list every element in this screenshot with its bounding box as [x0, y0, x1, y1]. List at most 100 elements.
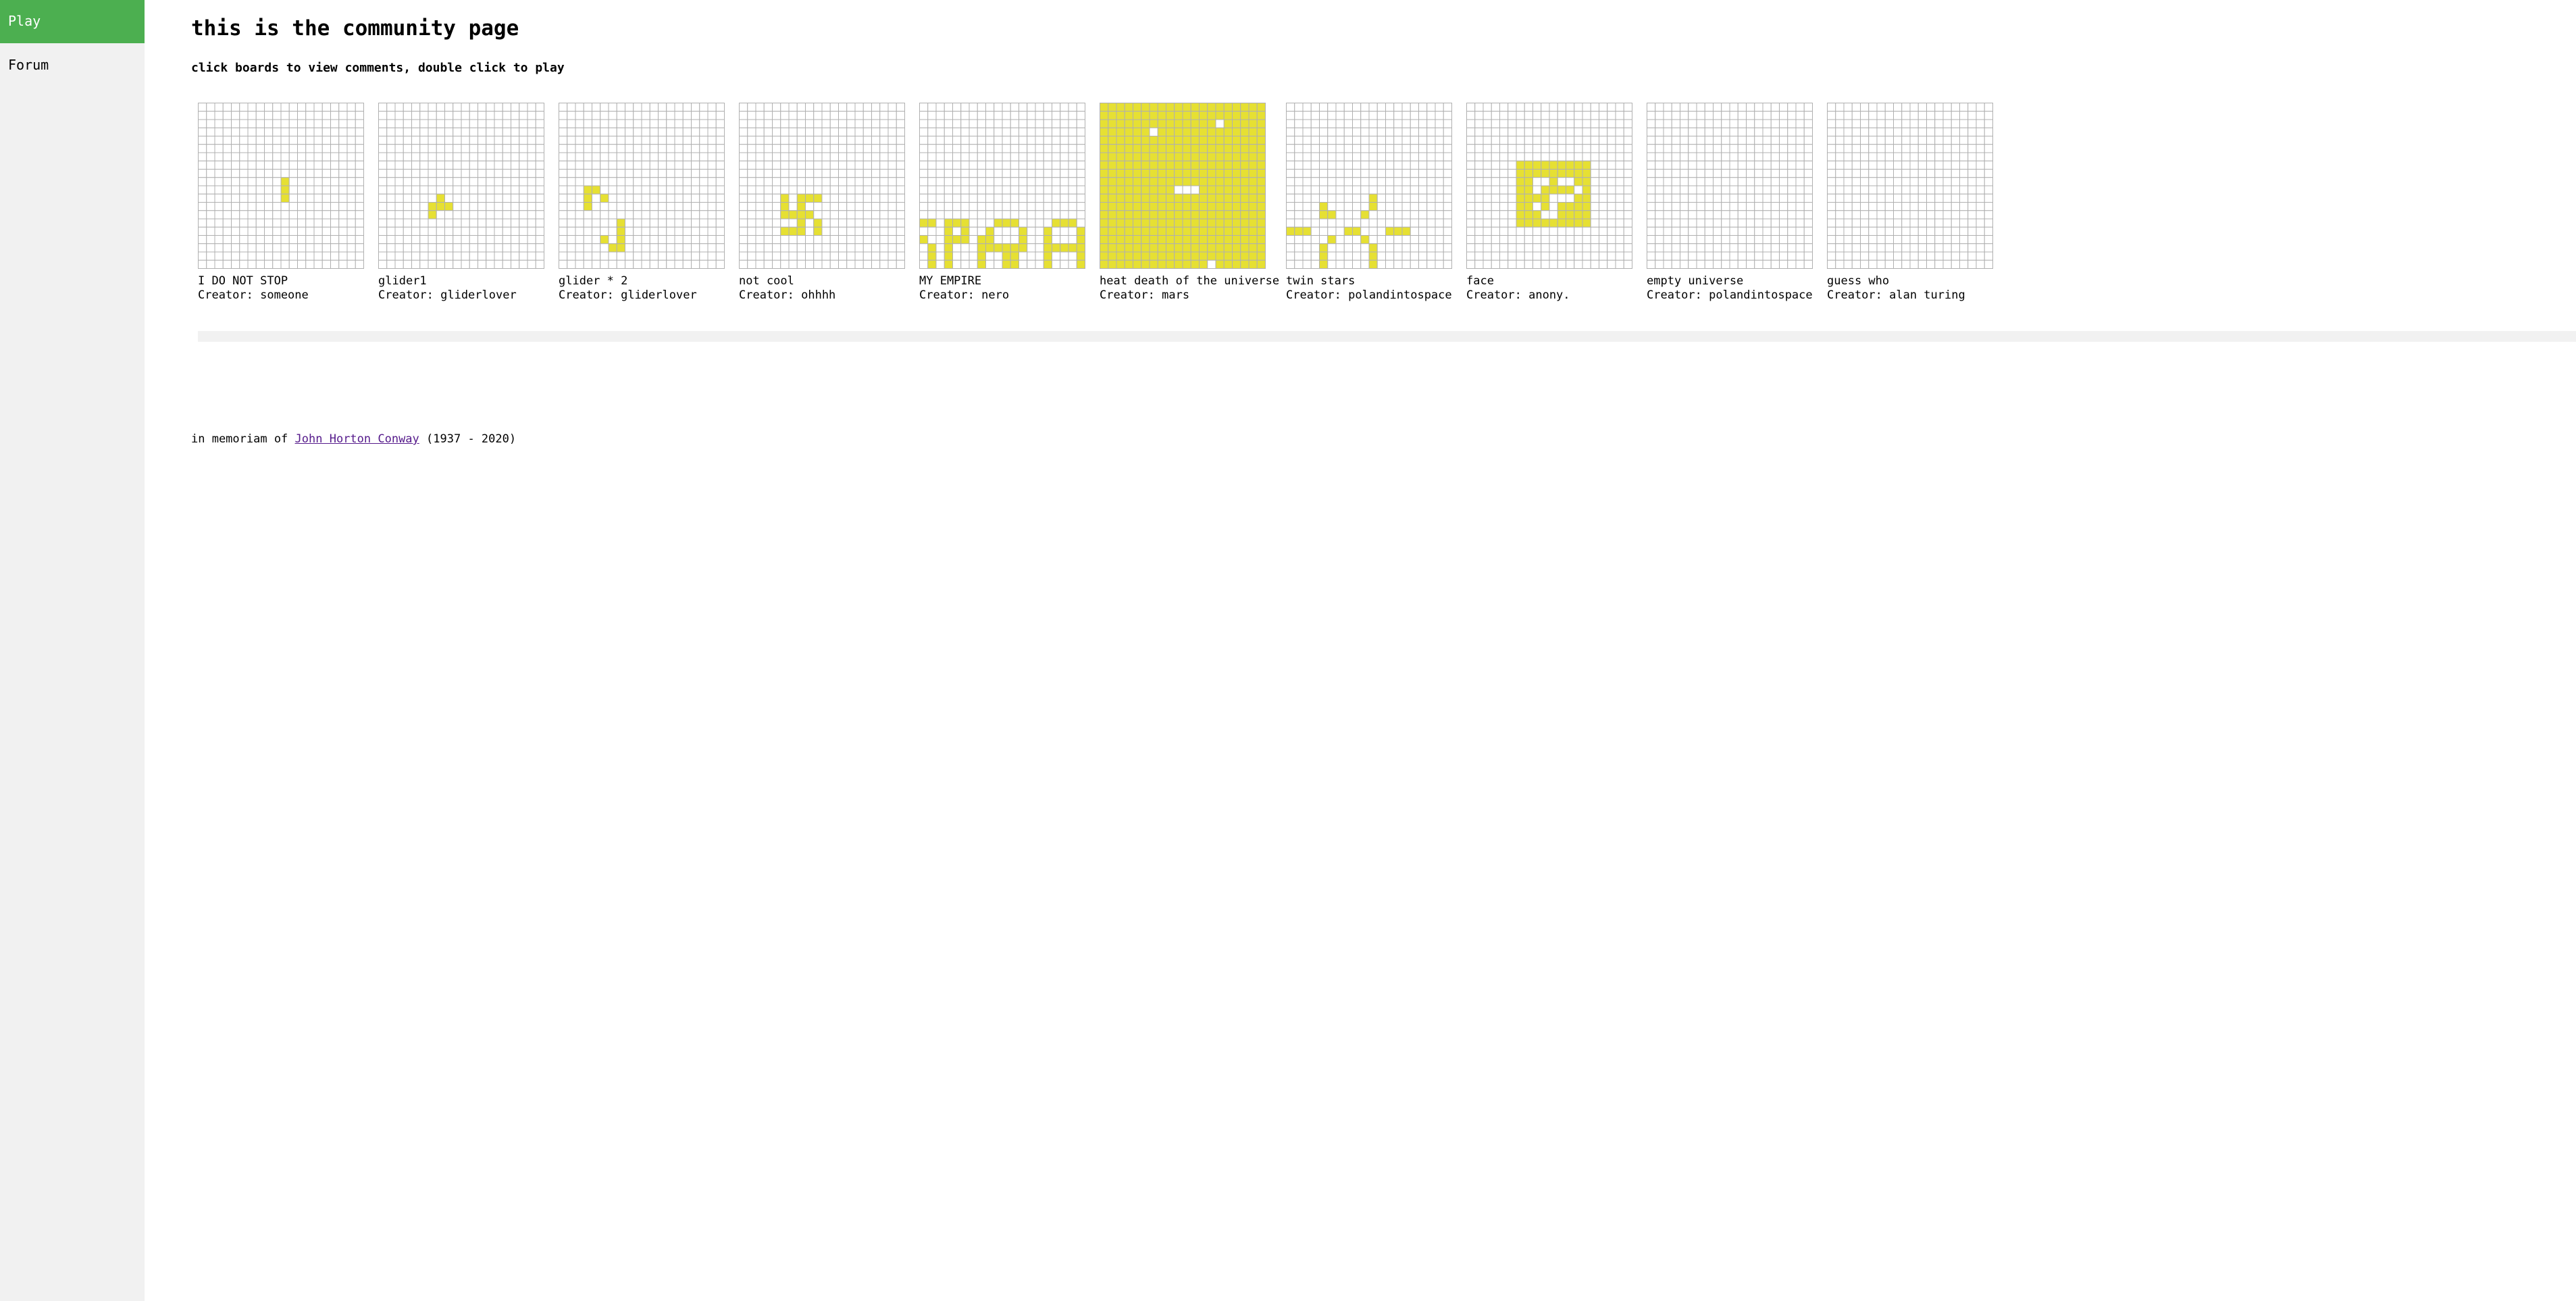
board-grid[interactable]: [198, 103, 364, 269]
board-grid[interactable]: [1466, 103, 1632, 269]
cell-dead: [280, 127, 290, 136]
nav-item-play[interactable]: Play: [0, 0, 145, 43]
board-grid[interactable]: [1286, 103, 1452, 269]
cell-dead: [1294, 103, 1304, 112]
cell-dead: [527, 185, 536, 195]
cell-dead: [1590, 103, 1599, 112]
cell-dead: [1984, 218, 1993, 228]
cell-dead: [1795, 144, 1805, 153]
board-card[interactable]: empty universe Creator: polandintospace: [1647, 103, 1815, 303]
cell-alive: [1240, 259, 1250, 269]
cell-dead: [453, 202, 462, 211]
board-card[interactable]: I DO NOT STOP Creator: someone: [198, 103, 367, 303]
board-card[interactable]: heat death of the universe Creator: mars: [1100, 103, 1279, 303]
board-card[interactable]: guess who Creator: alan turing: [1827, 103, 1996, 303]
cell-dead: [1599, 226, 1608, 236]
cell-dead: [444, 259, 454, 269]
cell-alive: [1582, 160, 1591, 170]
board-grid[interactable]: [1100, 103, 1266, 269]
board-grid[interactable]: [559, 103, 725, 269]
nav-item-forum[interactable]: Forum: [8, 57, 49, 73]
board-card[interactable]: twin stars Creator: polandintospace: [1286, 103, 1455, 303]
cell-dead: [1607, 251, 1616, 261]
cell-dead: [1443, 160, 1452, 170]
cell-dead: [247, 235, 257, 245]
cell-dead: [658, 177, 667, 186]
cell-dead: [519, 136, 528, 145]
cell-alive: [1141, 259, 1150, 269]
cell-dead: [1868, 185, 1878, 195]
board-grid[interactable]: [378, 103, 544, 269]
cell-dead: [952, 169, 962, 178]
cell-alive: [944, 259, 953, 269]
cell-dead: [1410, 193, 1419, 203]
cell-dead: [788, 152, 798, 161]
horizontal-scrollbar[interactable]: [198, 331, 2576, 342]
cell-dead: [1068, 144, 1077, 153]
cell-dead: [436, 136, 445, 145]
cell-dead: [674, 218, 684, 228]
cell-dead: [206, 152, 215, 161]
cell-dead: [1499, 144, 1509, 153]
conway-link[interactable]: John Horton Conway: [294, 432, 419, 446]
cell-alive: [1174, 202, 1183, 211]
cell-alive: [1223, 210, 1233, 220]
cell-alive: [1190, 218, 1200, 228]
cell-alive: [1240, 144, 1250, 153]
cell-dead: [1294, 127, 1304, 136]
board-card[interactable]: glider1 Creator: gliderlover: [378, 103, 547, 303]
cell-dead: [264, 177, 274, 186]
cell-dead: [969, 185, 978, 195]
cell-dead: [1696, 127, 1705, 136]
board-card[interactable]: MY EMPIRE Creator: nero: [919, 103, 1088, 303]
cell-dead: [214, 243, 224, 253]
cell-dead: [453, 218, 462, 228]
cell-dead: [1917, 136, 1927, 145]
cell-dead: [1435, 259, 1444, 269]
cell-dead: [1582, 144, 1591, 153]
cell-dead: [821, 160, 831, 170]
board-card[interactable]: not cool Creator: ohhhh: [739, 103, 908, 303]
board-grid[interactable]: [739, 103, 905, 269]
cell-dead: [985, 160, 995, 170]
cell-dead: [297, 235, 307, 245]
cell-dead: [511, 226, 520, 236]
board-card[interactable]: glider * 2 Creator: gliderlover: [559, 103, 727, 303]
cell-dead: [411, 226, 421, 236]
cell-dead: [469, 193, 478, 203]
cell-dead: [838, 202, 848, 211]
cell-dead: [1524, 119, 1533, 128]
cell-dead: [1002, 119, 1011, 128]
cell-dead: [1574, 136, 1583, 145]
cell-dead: [1294, 202, 1304, 211]
cell-dead: [715, 193, 725, 203]
cell-dead: [846, 251, 856, 261]
cell-alive: [1124, 243, 1133, 253]
cell-dead: [527, 103, 536, 112]
cell-dead: [1443, 202, 1452, 211]
cell-dead: [1483, 119, 1492, 128]
cell-dead: [1803, 202, 1813, 211]
board-grid[interactable]: [1827, 103, 1993, 269]
cell-dead: [1967, 169, 1977, 178]
cell-dead: [658, 251, 667, 261]
cell-dead: [527, 160, 536, 170]
board-card[interactable]: face Creator: anony.: [1466, 103, 1635, 303]
cell-dead: [403, 218, 412, 228]
cell-dead: [682, 144, 692, 153]
cell-dead: [1770, 210, 1780, 220]
board-grid[interactable]: [919, 103, 1085, 269]
cell-dead: [222, 259, 232, 269]
cell-alive: [1133, 152, 1142, 161]
cell-dead: [1286, 218, 1295, 228]
cell-dead: [1901, 259, 1911, 269]
cell-dead: [854, 136, 864, 145]
cell-dead: [821, 103, 831, 112]
cell-alive: [1052, 243, 1061, 253]
cell-dead: [511, 259, 520, 269]
cell-dead: [1713, 235, 1722, 245]
cell-dead: [486, 259, 495, 269]
board-grid[interactable]: [1647, 103, 1813, 269]
cell-alive: [994, 218, 1003, 228]
cell-dead: [896, 127, 905, 136]
